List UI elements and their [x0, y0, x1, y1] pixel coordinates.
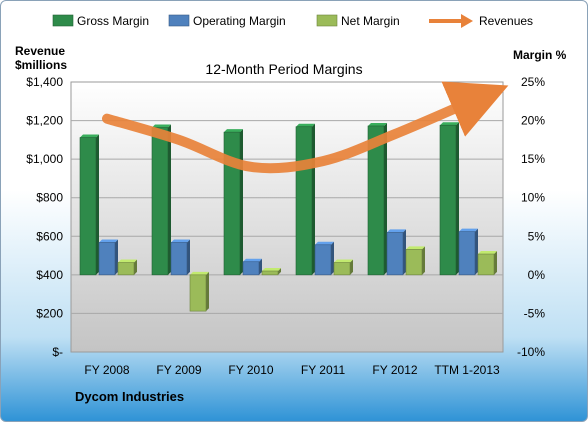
left-tick-label: $400	[36, 268, 63, 282]
x-tick-label: FY 2011	[301, 363, 346, 377]
bar-top	[262, 268, 281, 271]
bar-side	[240, 129, 243, 275]
bar-side	[494, 251, 497, 275]
left-tick-label: $800	[36, 191, 63, 205]
bar-side	[456, 122, 459, 275]
legend-label: Operating Margin	[193, 14, 286, 28]
right-tick-label: -5%	[524, 306, 546, 320]
right-tick-label: -10%	[517, 345, 545, 359]
legend: Gross Margin Operating Margin Net Margin Re…	[52, 14, 533, 28]
bar-net-margin	[117, 262, 135, 276]
bar-side	[206, 271, 209, 312]
bar-top	[406, 246, 425, 250]
right-tick-label: 20%	[521, 114, 545, 128]
bar-net-margin	[189, 274, 207, 312]
x-tick-label: FY 2009	[156, 363, 201, 377]
bar-top	[315, 241, 334, 245]
bar-side	[134, 259, 137, 275]
bar-operating-margin	[170, 242, 188, 276]
left-tick-label: $600	[36, 229, 63, 243]
left-axis-ticks: $- $200 $400 $600 $800 $1,000 $1,200 $1,400	[26, 75, 63, 359]
legend-label: Net Margin	[341, 14, 400, 28]
bar-top	[171, 239, 190, 243]
bar-gross-margin	[367, 125, 385, 276]
x-tick-label: TTM 1-2013	[434, 363, 500, 377]
bar-operating-margin	[242, 261, 260, 276]
bar-top	[80, 134, 99, 138]
legend-arrow-icon	[461, 14, 473, 28]
left-tick-label: $1,400	[26, 75, 63, 89]
bar-top	[334, 259, 353, 263]
bar-side	[384, 122, 387, 275]
bar-operating-margin	[458, 231, 476, 276]
left-axis-label-line2: $millions	[15, 58, 67, 72]
x-axis-ticks: FY 2008 FY 2009 FY 2010 FY 2011 FY 2012 TTM 1…	[84, 363, 500, 377]
bar-top	[99, 239, 118, 243]
bar-gross-margin	[151, 127, 169, 276]
bar-top	[152, 124, 171, 128]
bar-side	[187, 239, 190, 275]
bar-operating-margin	[386, 232, 404, 276]
right-axis-ticks: -10% -5% 0% 5% 10% 15% 20% 25%	[517, 75, 545, 359]
bar-side	[259, 258, 262, 275]
right-tick-label: 10%	[521, 191, 545, 205]
revenues-series-line	[102, 81, 509, 174]
bar-top	[478, 251, 497, 255]
x-tick-label: FY 2008	[84, 363, 129, 377]
legend-label: Gross Margin	[77, 14, 149, 28]
bar-top	[296, 123, 315, 127]
right-tick-label: 5%	[528, 229, 546, 243]
legend-swatch	[316, 14, 338, 27]
right-axis-label: Margin %	[513, 48, 567, 62]
bar-side	[168, 124, 171, 275]
bar-top	[224, 129, 243, 133]
bar-gross-margin	[223, 131, 241, 276]
company-name: Dycom Industries	[75, 389, 184, 404]
bar-side	[403, 229, 406, 275]
bar-top	[368, 122, 387, 126]
bar-gross-margin	[295, 126, 313, 276]
bar-net-margin	[261, 270, 279, 276]
bar-gross-margin	[79, 137, 97, 276]
left-tick-label: $1,000	[26, 152, 63, 166]
bar-operating-margin	[98, 242, 116, 276]
right-tick-label: 0%	[528, 268, 546, 282]
right-tick-label: 15%	[521, 152, 545, 166]
bar-top	[387, 229, 406, 233]
bar-operating-margin	[314, 244, 332, 276]
bar-side	[312, 123, 315, 275]
left-tick-label: $200	[36, 306, 63, 320]
revenue-line	[102, 81, 509, 174]
bar-top	[118, 259, 137, 263]
bar-side	[422, 246, 425, 275]
left-tick-label: $-	[52, 345, 63, 359]
legend-label: Revenues	[479, 14, 533, 28]
bar-net-margin	[333, 262, 351, 276]
x-tick-label: FY 2010	[228, 363, 273, 377]
bar-top	[190, 271, 209, 275]
bar-top	[440, 122, 459, 126]
x-tick-label: FY 2012	[372, 363, 417, 377]
bar-gross-margin	[439, 124, 457, 276]
bar-side	[350, 259, 353, 275]
chart-title: 12-Month Period Margins	[205, 61, 362, 77]
right-tick-label: 25%	[521, 75, 545, 89]
bar-side	[331, 241, 334, 275]
legend-swatch	[168, 14, 190, 27]
left-tick-label: $1,200	[26, 114, 63, 128]
bar-top	[459, 228, 478, 232]
left-axis-label-line1: Revenue	[15, 44, 65, 58]
bar-side	[475, 228, 478, 275]
bar-side	[278, 268, 281, 275]
bar-net-margin	[405, 249, 423, 276]
bar-net-margin	[477, 253, 495, 276]
bar-top	[243, 258, 262, 262]
bar-side	[115, 239, 118, 275]
legend-swatch	[52, 14, 74, 27]
bar-side	[96, 134, 99, 275]
